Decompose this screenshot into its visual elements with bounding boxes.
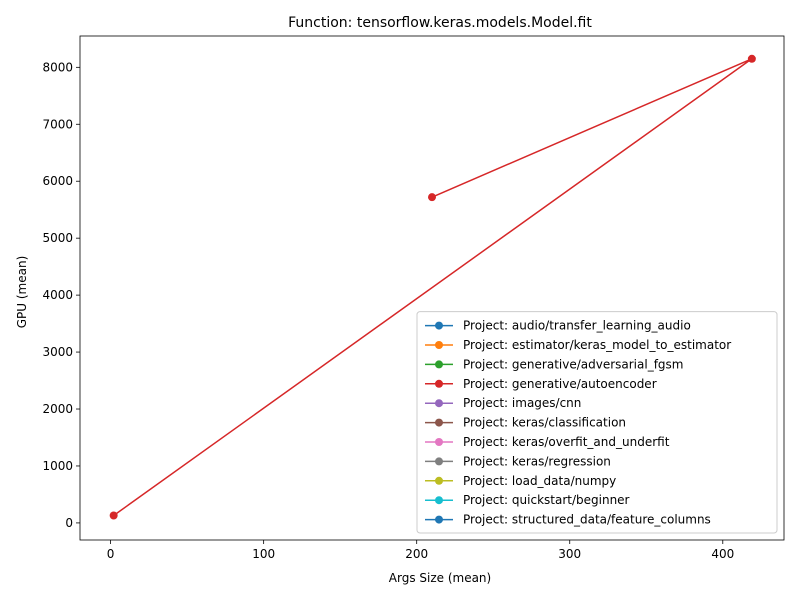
legend-marker <box>435 399 443 408</box>
y-tick-label: 3000 <box>42 345 73 359</box>
plot-area: 0 100 200 300 400010002000300040005000600070… <box>42 35 785 561</box>
legend-entry: Project: quickstart/beginner <box>463 493 630 507</box>
legend-marker <box>435 321 443 330</box>
legend-marker <box>435 341 443 349</box>
chart-title: Function: tensorflow.keras.models.Model.… <box>288 15 592 31</box>
legend-entry: Project: keras/regression <box>463 454 611 468</box>
x-tick-label: 200 <box>405 547 428 561</box>
y-tick-label: 1000 <box>42 459 73 473</box>
legend-entry: Project: estimator/keras_model_to_estima… <box>463 338 731 352</box>
y-tick-label: 0 <box>65 516 73 530</box>
y-axis-label: GPU (mean) <box>15 256 29 329</box>
legend-marker <box>435 515 443 524</box>
data-point <box>109 511 118 520</box>
legend: Project: audio/transfer_learning_audio Pr… <box>416 311 778 534</box>
x-tick-label: 300 <box>558 547 581 561</box>
y-tick-label: 5000 <box>42 231 73 245</box>
legend-marker <box>435 360 443 369</box>
y-tick-label: 7000 <box>42 117 73 131</box>
axes-frame <box>79 35 785 541</box>
legend-entry: Project: generative/autoencoder <box>463 377 657 391</box>
data-point <box>428 193 436 202</box>
legend-entry: Project: keras/overfit_and_underfit <box>463 435 670 449</box>
x-tick-label: 400 <box>711 547 734 561</box>
legend-entry: Project: load_data/numpy <box>463 474 616 488</box>
y-tick-label: 4000 <box>42 288 73 302</box>
legend-marker <box>435 418 443 427</box>
legend-entry: Project: structured_data/feature_columns <box>463 513 711 527</box>
legend-entry: Project: images/cnn <box>463 396 581 410</box>
legend-marker <box>435 438 443 446</box>
x-axis-label: Args Size (mean) <box>389 571 491 585</box>
legend-entry: Project: keras/classification <box>463 416 626 430</box>
x-tick-label: 100 <box>252 547 275 561</box>
y-tick-label: 2000 <box>42 402 73 416</box>
legend-box <box>416 311 778 534</box>
x-tick-label: 0 <box>107 547 115 561</box>
y-tick-label: 6000 <box>42 174 73 188</box>
legend-marker <box>435 379 443 388</box>
legend-marker <box>435 457 443 466</box>
y-tick-label: 8000 <box>42 60 73 74</box>
legend-entry: Project: generative/adversarial_fgsm <box>463 357 684 371</box>
legend-marker <box>435 476 443 485</box>
legend-entry: Project: audio/transfer_learning_audio <box>463 319 691 333</box>
data-point <box>747 54 756 63</box>
legend-marker <box>435 496 443 505</box>
